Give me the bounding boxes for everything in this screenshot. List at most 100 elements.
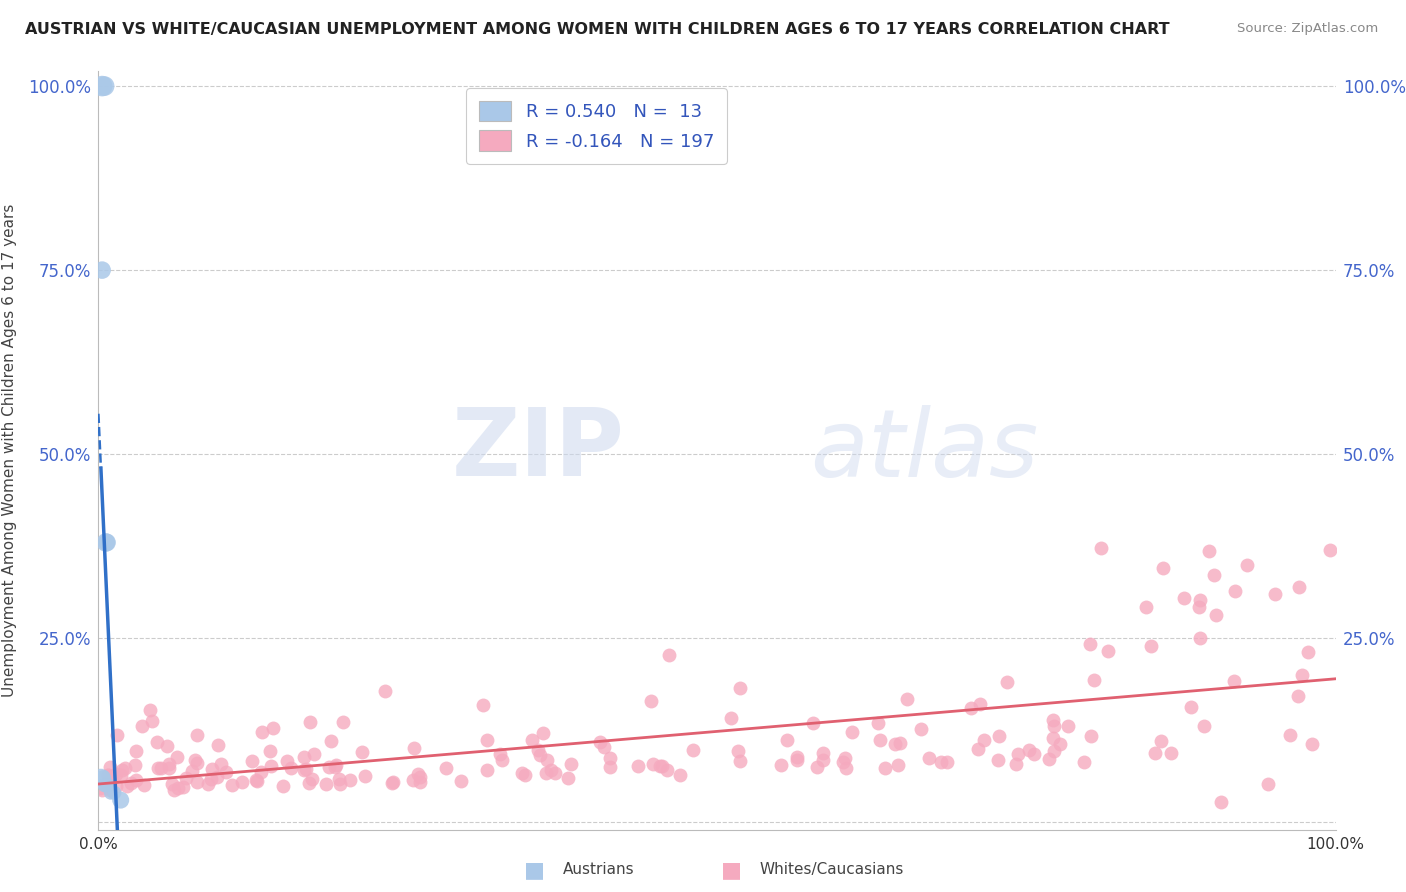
Point [477, 763, 499, 777]
Point [382, 775, 405, 789]
Point [276, 755, 298, 769]
Point [409, 770, 432, 784]
Point [1279, 728, 1302, 742]
Point [529, 747, 551, 762]
Point [1286, 689, 1309, 703]
Point [1188, 592, 1211, 607]
Point [589, 734, 612, 748]
Point [536, 753, 558, 767]
Point [896, 692, 918, 706]
Point [1043, 719, 1066, 733]
Point [231, 774, 253, 789]
Point [560, 757, 582, 772]
Point [146, 735, 169, 749]
Point [531, 725, 554, 739]
Point [156, 739, 179, 754]
Point [260, 759, 283, 773]
Point [302, 747, 325, 761]
Point [157, 757, 180, 772]
Point [110, 764, 132, 778]
Point [166, 749, 188, 764]
Point [1192, 719, 1215, 733]
Point [834, 751, 856, 765]
Point [131, 719, 153, 733]
Point [801, 716, 824, 731]
Point [655, 763, 678, 777]
Point [1004, 756, 1026, 771]
Point [240, 754, 263, 768]
Point [593, 740, 616, 755]
Point [832, 755, 855, 769]
Point [186, 756, 208, 770]
Point [148, 761, 170, 775]
Point [271, 779, 294, 793]
Point [1188, 631, 1211, 645]
Point [730, 755, 752, 769]
Point [350, 745, 373, 759]
Point [96, 535, 118, 549]
Point [786, 750, 808, 764]
Point [1018, 742, 1040, 756]
Point [93, 771, 115, 785]
Point [91, 263, 114, 277]
Point [651, 758, 673, 772]
Point [475, 732, 498, 747]
Point [1188, 599, 1211, 614]
Point [125, 772, 148, 787]
Point [328, 772, 350, 786]
Point [280, 761, 302, 775]
Point [1296, 645, 1319, 659]
Point [157, 761, 180, 775]
Point [728, 681, 751, 695]
Point [727, 744, 749, 758]
Point [103, 786, 125, 800]
Point [811, 746, 834, 760]
Point [374, 684, 396, 698]
Point [1257, 777, 1279, 791]
Point [318, 760, 340, 774]
Point [94, 778, 117, 792]
Point [1043, 743, 1066, 757]
Point [381, 776, 404, 790]
Point [181, 764, 204, 779]
Point [1073, 755, 1095, 769]
Point [207, 739, 229, 753]
Point [323, 760, 346, 774]
Point [929, 755, 952, 769]
Point [105, 767, 128, 781]
Point [97, 778, 120, 792]
Point [1288, 580, 1310, 594]
Point [520, 732, 543, 747]
Point [599, 751, 621, 765]
Point [969, 697, 991, 711]
Point [93, 778, 115, 792]
Point [110, 793, 132, 807]
Point [90, 771, 112, 785]
Text: ZIP: ZIP [451, 404, 624, 497]
Point [489, 747, 512, 761]
Point [873, 761, 896, 775]
Point [540, 763, 562, 777]
Point [1160, 746, 1182, 760]
Point [806, 760, 828, 774]
Point [124, 744, 146, 758]
Point [401, 773, 423, 788]
Point [124, 758, 146, 772]
Point [205, 770, 228, 784]
Point [1291, 668, 1313, 682]
Point [910, 723, 932, 737]
Point [97, 768, 120, 782]
Point [98, 760, 121, 774]
Point [987, 753, 1010, 767]
Point [1223, 584, 1246, 599]
Point [89, 781, 111, 796]
Point [1236, 558, 1258, 573]
Point [510, 766, 533, 780]
Point [245, 773, 267, 788]
Y-axis label: Unemployment Among Women with Children Ages 6 to 17 years: Unemployment Among Women with Children A… [3, 203, 17, 698]
Point [167, 780, 190, 795]
Point [246, 773, 269, 788]
Point [988, 730, 1011, 744]
Point [1090, 541, 1112, 555]
Point [1180, 700, 1202, 714]
